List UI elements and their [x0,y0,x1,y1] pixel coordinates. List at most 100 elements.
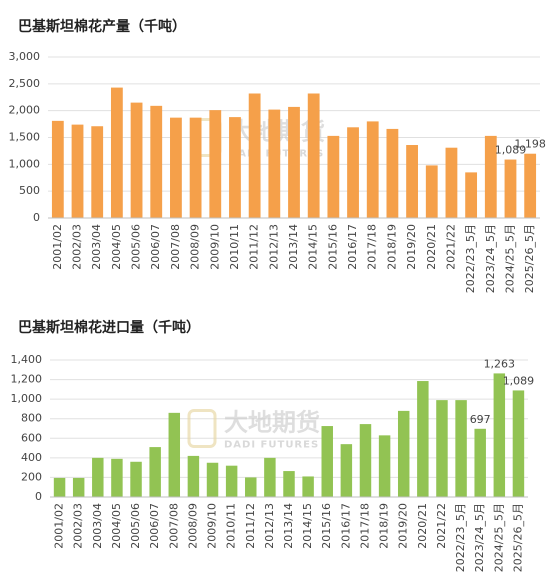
x-tick-label: 2021/22 [435,503,448,549]
y-tick-label: 400 [21,451,42,464]
watermark-text: DADI FUTURES [224,440,319,451]
bar [493,373,506,497]
bar [283,471,295,497]
x-tick-label: 2024/25_5月 [492,503,505,572]
x-tick-label: 2016/17 [339,503,352,549]
y-tick-label: 1,000 [11,392,43,405]
data-label: 1,089 [495,144,527,157]
bar [72,477,85,497]
bar [150,105,163,218]
bar [386,128,399,218]
x-tick-label: 2009/10 [206,503,219,549]
x-tick-label: 2004/05 [110,224,123,270]
x-tick-label: 2002/03 [71,224,84,270]
x-tick-label: 2007/08 [169,224,182,270]
bar [524,153,537,218]
x-tick-label: 2019/20 [405,224,418,270]
bar [347,127,359,218]
data-label: 1,089 [503,374,535,387]
bar [512,390,525,497]
bar [170,117,182,218]
bar [268,109,281,218]
x-tick-label: 2013/14 [287,224,300,270]
x-tick-label: 2013/14 [282,503,295,549]
x-tick-label: 2009/10 [208,224,221,270]
bar [130,461,142,497]
x-tick-label: 2022/23_5月 [454,503,467,572]
x-tick-label: 2022/23_5月 [464,224,477,293]
chart-title: 巴基斯坦棉花产量（千吨） [18,18,186,35]
x-tick-label: 2018/19 [385,224,398,270]
data-label: 1,198 [514,138,546,151]
x-tick-label: 2020/21 [425,224,438,270]
y-tick-label: 1,500 [9,131,41,144]
x-tick-label: 2003/04 [90,224,103,270]
bar [149,447,161,497]
x-tick-label: 2025/26_5月 [523,224,536,293]
x-tick-label: 2023/24_5月 [473,503,486,572]
x-tick-label: 2008/09 [189,224,202,270]
x-tick-label: 2001/02 [53,503,66,549]
bar [417,381,429,497]
x-tick-label: 2004/05 [110,503,123,549]
bar [321,426,333,497]
x-tick-label: 2018/19 [378,503,391,549]
x-tick-label: 2014/15 [307,224,320,270]
x-tick-label: 2003/04 [91,503,104,549]
x-tick-label: 2017/18 [358,503,371,549]
x-tick-label: 2021/22 [444,224,457,270]
bar [484,135,497,218]
x-tick-label: 2006/07 [149,224,162,270]
y-tick-label: 1,000 [9,157,41,170]
y-tick-label: 200 [21,470,42,483]
bar [445,147,458,218]
bar [455,400,467,497]
data-label: 1,263 [484,357,516,370]
bar [425,165,438,218]
bar [264,457,276,497]
bar [504,159,517,218]
bar [288,106,300,218]
bar [71,124,84,218]
bar [248,93,261,218]
x-tick-label: 2007/08 [167,503,180,549]
x-tick-label: 2011/12 [248,224,261,270]
bar [209,110,222,218]
x-tick-label: 2010/11 [225,503,238,549]
x-tick-label: 2015/16 [326,224,339,270]
bar [168,412,181,497]
y-tick-label: 1,400 [11,353,43,366]
watermark-logo [187,409,217,448]
bar [187,455,200,497]
x-tick-label: 2023/24_5月 [484,224,497,293]
x-tick-label: 2014/15 [301,503,314,549]
watermark-text: 大地期货 [224,409,320,437]
bar [465,172,478,218]
bar [378,435,391,497]
x-tick-label: 2019/20 [397,503,410,549]
bar [302,476,314,497]
x-tick-label: 2006/07 [148,503,161,549]
y-tick-label: 2,000 [9,104,41,117]
bar [91,126,104,218]
x-tick-label: 2012/13 [263,503,276,549]
bar [206,462,219,497]
x-tick-label: 2024/25_5月 [503,224,516,293]
bar [225,465,238,497]
bar [436,400,448,497]
y-tick-label: 500 [19,184,40,197]
x-tick-label: 2005/06 [130,224,143,270]
bar [245,477,257,497]
bar [340,444,353,497]
bar [189,117,202,218]
x-tick-label: 2011/12 [244,503,257,549]
bar [130,102,143,218]
bar [229,117,241,218]
y-tick-label: 600 [21,431,42,444]
x-tick-label: 2010/11 [228,224,241,270]
y-tick-label: 800 [21,412,42,425]
bar [53,477,66,497]
bar [474,428,486,497]
bar [307,93,320,218]
